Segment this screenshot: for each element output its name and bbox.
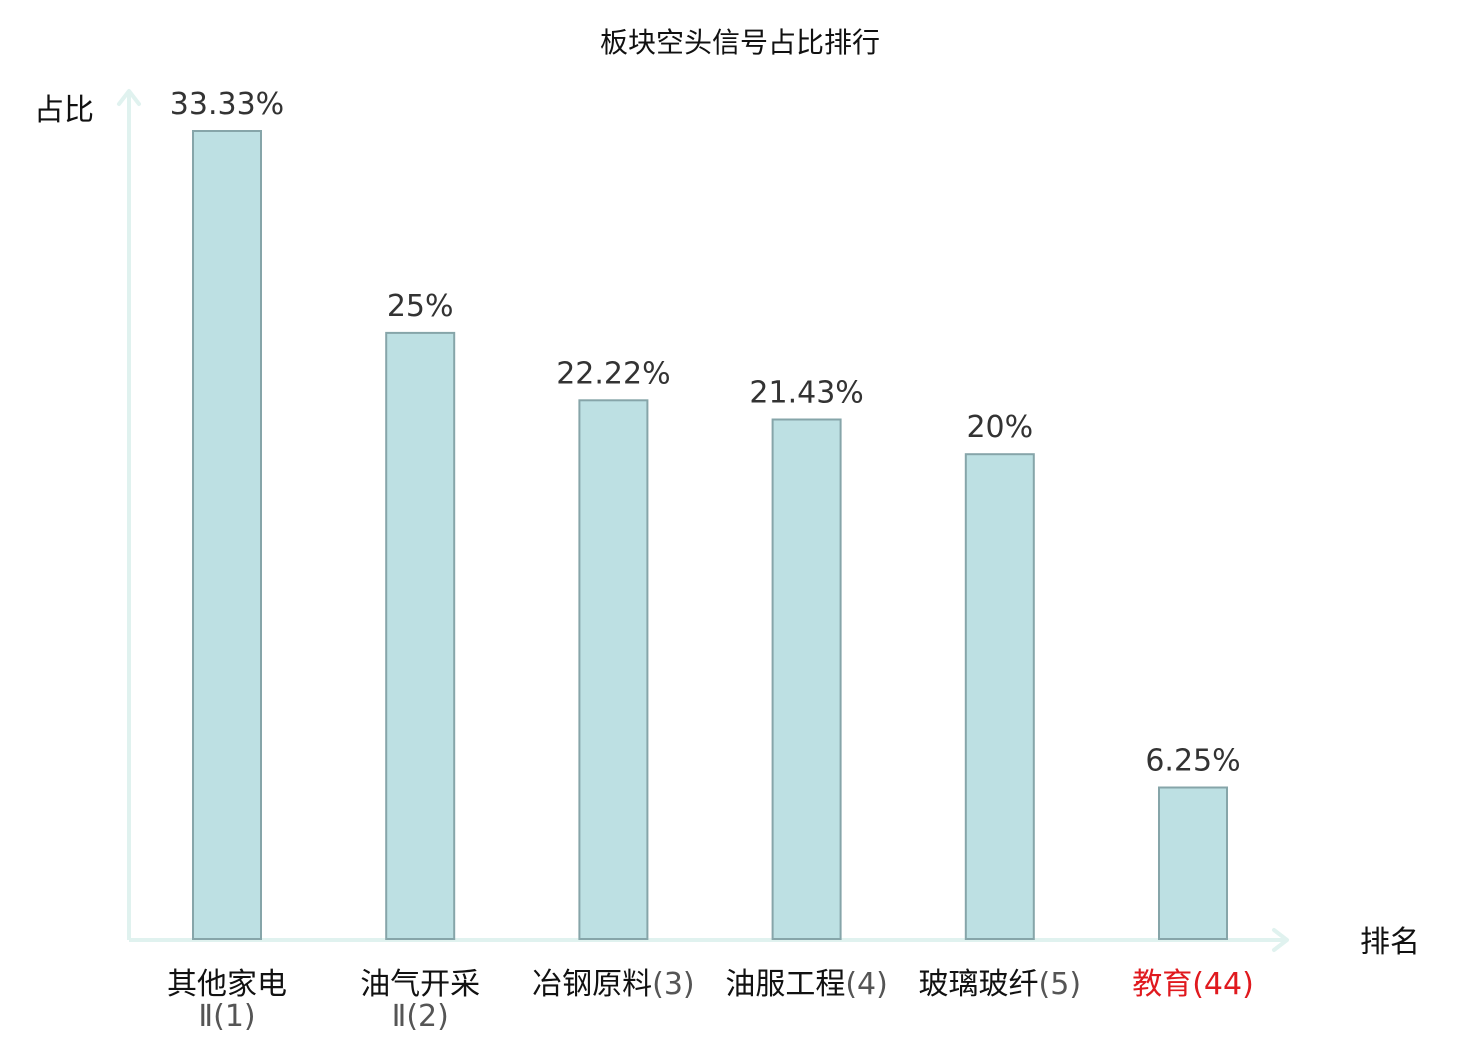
bar-value-label: 25% — [387, 289, 454, 324]
category-label: 油服工程(4) — [725, 967, 888, 1002]
bar — [192, 130, 262, 940]
category-name: 教育 — [1132, 967, 1192, 1002]
category-label: 其他家电 Ⅱ(1) — [167, 967, 287, 1034]
bar-value-label: 21.43% — [749, 376, 863, 411]
category-name: 冶钢原料 — [532, 967, 652, 1002]
bar — [1158, 786, 1228, 940]
bar — [964, 453, 1035, 940]
category-name: 油气开采 — [360, 967, 480, 1002]
category-rank: (4) — [845, 967, 888, 1002]
category-labels-group: 其他家电 Ⅱ(1)油气开采 Ⅱ(2)冶钢原料(3) 油服工程(4) 玻璃玻纤(5) 教育(… — [167, 967, 1254, 1034]
chart-title: 板块空头信号占比排行 — [600, 26, 880, 59]
category-label: 冶钢原料(3) — [532, 967, 695, 1002]
x-axis-arrow-icon — [1272, 928, 1289, 952]
bar-value-label: 6.25% — [1145, 744, 1240, 779]
category-rank: (5) — [1039, 967, 1082, 1002]
category-name: Ⅱ — [392, 999, 407, 1034]
category-name: 油服工程 — [725, 967, 845, 1002]
category-rank: (1) — [213, 999, 256, 1034]
value-labels-group: 33.33% 25% 22.22% 21.43% 20% 6.25% — [170, 87, 1241, 779]
category-rank: (2) — [406, 999, 449, 1034]
axes — [117, 89, 1289, 952]
category-name: 其他家电 — [167, 967, 287, 1002]
category-label: 教育(44) — [1132, 967, 1254, 1002]
category-name: 玻璃玻纤 — [919, 967, 1039, 1002]
y-axis-arrow-icon — [117, 89, 141, 106]
bar-value-label: 20% — [966, 410, 1033, 445]
category-name: Ⅱ — [198, 999, 213, 1034]
bar — [385, 331, 456, 940]
bar-value-label: 22.22% — [556, 356, 670, 391]
bars-group — [192, 130, 1228, 940]
category-label: 油气开采 Ⅱ(2) — [360, 967, 480, 1034]
y-axis-label: 占比 — [34, 93, 94, 128]
category-rank: (3) — [652, 967, 695, 1002]
category-rank: (44) — [1192, 967, 1254, 1002]
bar — [771, 418, 842, 940]
bar-value-label: 33.33% — [170, 87, 284, 122]
category-label: 玻璃玻纤(5) — [919, 967, 1082, 1002]
x-axis-label: 排名 — [1360, 925, 1420, 960]
bar — [578, 399, 649, 940]
